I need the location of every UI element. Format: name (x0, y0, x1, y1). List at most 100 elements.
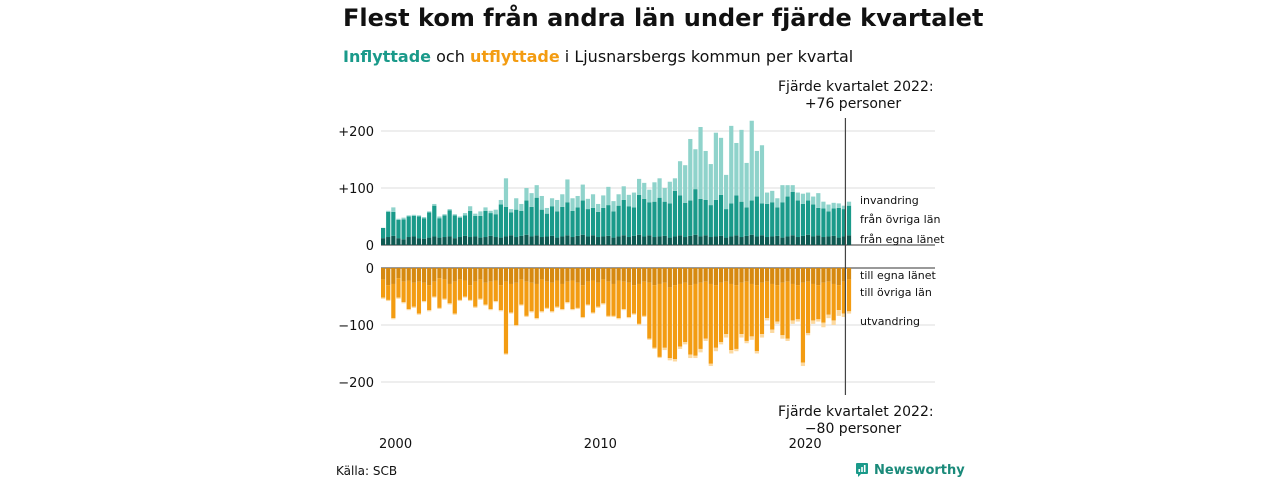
bar-out-ovriga (519, 279, 524, 305)
bar-in-ovriga (590, 207, 596, 236)
bar-out-utvandring (462, 296, 468, 298)
bar-out-ovriga (744, 281, 749, 341)
bar-out-egna (775, 268, 780, 286)
bar-out-egna (544, 268, 550, 282)
bar-in-ovriga (427, 212, 432, 238)
bar-out-utvandring (432, 296, 437, 298)
bar-out-ovriga (565, 281, 570, 303)
bar-out-utvandring (498, 310, 503, 312)
bar-out-utvandring (529, 311, 534, 313)
bar-in-egna (667, 237, 672, 245)
bar-out-egna (570, 268, 575, 281)
bar-out-egna (452, 268, 457, 282)
bar-in-egna (575, 235, 580, 245)
bar-in-egna (401, 239, 406, 245)
bar-in-egna (381, 238, 386, 245)
bar-in-ovriga (642, 198, 647, 237)
bar-out-egna (667, 268, 672, 288)
bar-out-ovriga (693, 283, 698, 356)
bar-out-egna (519, 268, 524, 280)
bar-out-utvandring (447, 303, 452, 305)
bar-in-egna (647, 235, 652, 245)
bar-in-ovriga (570, 210, 575, 238)
bar-in-ovriga (555, 211, 560, 238)
bar-out-ovriga (708, 283, 713, 364)
bar-out-egna (672, 268, 678, 286)
bar-in-ovriga (534, 197, 539, 236)
bar-out-ovriga (493, 280, 498, 302)
bar-out-utvandring (478, 298, 483, 300)
bar-out-egna (457, 268, 462, 280)
bar-out-egna (488, 268, 493, 282)
bar-in-egna (780, 237, 785, 245)
bar-out-ovriga (570, 280, 575, 310)
bar-in-ovriga (693, 189, 698, 235)
bar-in-egna (555, 237, 560, 245)
chart-subtitle: Inflyttade och utflyttade i Ljusnarsberg… (343, 47, 853, 66)
bar-in-egna (821, 237, 826, 245)
bar-in-ovriga (386, 211, 391, 238)
bar-in-egna (698, 236, 703, 245)
bar-out-ovriga (514, 282, 519, 325)
bar-out-egna (616, 268, 621, 281)
bar-out-utvandring (539, 311, 544, 313)
bar-out-utvandring (770, 329, 775, 333)
bar-out-egna (381, 268, 386, 280)
bar-out-egna (800, 268, 806, 283)
bar-out-egna (626, 268, 631, 283)
bar-out-egna (580, 268, 585, 286)
bar-out-egna (677, 268, 683, 284)
bar-in-egna (529, 236, 534, 245)
bar-out-ovriga (775, 285, 780, 322)
bar-in-egna (447, 236, 452, 245)
bar-out-ovriga (811, 283, 816, 321)
bar-out-utvandring (831, 320, 836, 325)
bar-in-egna (652, 237, 657, 245)
bar-out-ovriga (534, 283, 539, 319)
bar-out-egna (713, 268, 718, 286)
bar-out-utvandring (631, 313, 637, 315)
bar-out-utvandring (544, 307, 550, 310)
bar-out-egna (790, 268, 795, 284)
bar-out-egna (478, 268, 483, 280)
bar-out-egna (662, 268, 667, 283)
bar-out-egna (688, 268, 693, 286)
bar-in-ovriga (457, 217, 462, 238)
bar-out-ovriga (821, 282, 826, 323)
bar-in-ovriga (637, 194, 642, 235)
bar-out-egna (765, 268, 770, 282)
subtitle-rest: i Ljusnarsbergs kommun per kvartal (564, 47, 854, 66)
bar-out-utvandring (396, 297, 401, 299)
bar-in-invandring (580, 184, 585, 201)
bar-out-egna (718, 268, 724, 283)
bar-out-utvandring (657, 356, 662, 359)
bar-out-utvandring (642, 315, 647, 318)
bar-in-egna (509, 235, 514, 245)
bar-in-egna (749, 234, 754, 245)
bar-out-ovriga (524, 281, 529, 316)
bar-in-egna (621, 235, 626, 245)
bar-out-ovriga (381, 279, 386, 298)
bar-in-egna (549, 235, 555, 245)
bar-out-ovriga (647, 282, 652, 339)
bar-out-ovriga (667, 287, 672, 359)
bar-in-ovriga (596, 211, 601, 238)
bar-out-egna (498, 268, 503, 286)
bar-in-egna (826, 236, 831, 245)
bar-in-egna (437, 237, 442, 245)
bar-in-egna (462, 235, 468, 245)
bar-out-utvandring (570, 309, 575, 311)
bar-out-utvandring (611, 315, 616, 318)
bar-out-ovriga (754, 285, 759, 352)
bar-in-invandring (585, 198, 590, 210)
bar-in-invandring (570, 198, 575, 211)
bar-out-ovriga (539, 279, 544, 312)
bar-in-ovriga (713, 199, 718, 237)
bar-out-utvandring (729, 350, 734, 354)
bar-in-invandring (703, 150, 708, 200)
bar-out-ovriga (452, 281, 457, 314)
bar-in-invandring (519, 203, 524, 211)
bar-out-utvandring (713, 347, 718, 352)
bar-in-egna (416, 238, 422, 245)
bar-out-utvandring (734, 348, 739, 352)
